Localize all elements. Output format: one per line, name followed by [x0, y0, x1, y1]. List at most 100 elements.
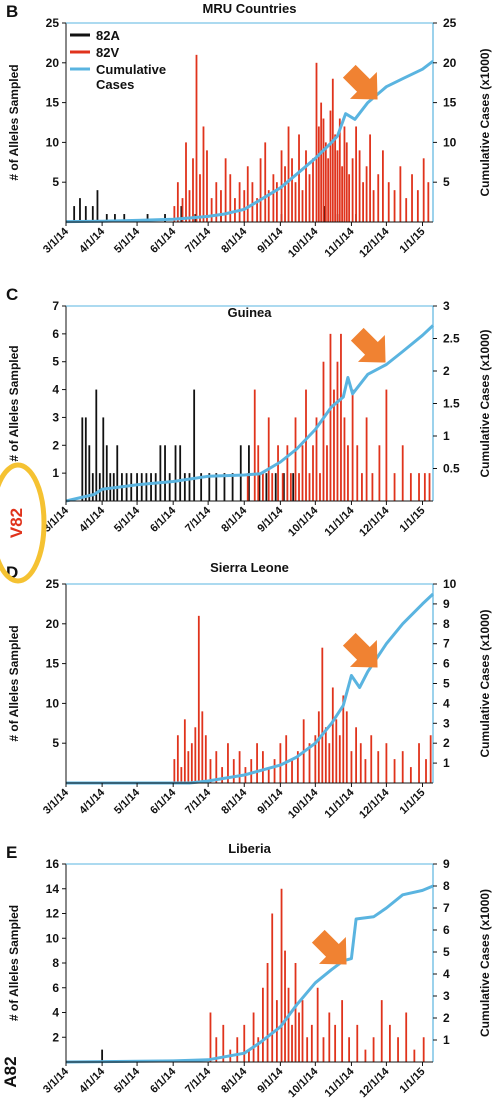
bar-82v: [348, 1037, 351, 1062]
bar-82v: [220, 190, 222, 222]
bar-82v: [221, 767, 224, 783]
bar-82v: [298, 134, 300, 222]
y2-tick-label: 8: [443, 617, 450, 631]
bar-82a: [179, 445, 182, 501]
y2-tick-label: 1: [443, 1033, 450, 1047]
bar-82v: [317, 126, 320, 222]
bar-82a: [282, 473, 285, 501]
bar-82v: [393, 473, 396, 501]
bar-82a: [164, 445, 166, 501]
y-tick-label: 2: [52, 1030, 59, 1044]
y-tick-label: 12: [46, 907, 60, 921]
bar-82a: [130, 473, 133, 501]
bar-82v: [380, 1000, 383, 1062]
bar-82a: [81, 417, 84, 501]
bar-82v: [257, 1037, 260, 1062]
bar-82v: [429, 735, 432, 783]
y-axis-title: # of Alleles Sampled: [7, 905, 21, 1021]
bar-82v: [316, 987, 319, 1062]
x-tick-label: 6/1/14: [148, 225, 179, 256]
bar-82v: [336, 150, 339, 222]
bar-82v: [261, 473, 264, 501]
arrow-marker: [350, 327, 386, 363]
bar-82v: [401, 445, 404, 501]
bar-82v: [287, 987, 290, 1062]
bar-82v: [308, 473, 311, 501]
bar-82v: [289, 473, 292, 501]
bar-82v: [209, 759, 212, 783]
x-tick-label: 1/1/15: [398, 1066, 428, 1096]
bar-82v: [405, 1012, 408, 1062]
bar-82v: [338, 118, 341, 222]
bar-82v: [343, 126, 346, 222]
bar-82v: [267, 417, 270, 501]
bar-82v: [334, 1024, 337, 1062]
bar-82v: [358, 150, 361, 222]
arrow-marker: [311, 929, 347, 965]
bar-82a: [323, 206, 326, 222]
bar-82v: [418, 743, 420, 783]
chart-title: MRU Countries: [203, 1, 297, 16]
bar-82a: [168, 473, 171, 501]
y2-tick-label: 9: [443, 857, 450, 871]
bar-82v: [232, 759, 235, 783]
bar-82v: [305, 150, 307, 222]
bar-82v: [319, 473, 321, 501]
bar-82v: [331, 78, 334, 222]
bar-82v: [267, 190, 270, 222]
y2-tick-label: 5: [443, 175, 450, 189]
bar-82v: [287, 126, 290, 222]
x-tick-label: 8/1/14: [219, 504, 250, 535]
bar-82a: [91, 206, 94, 222]
bar-82v: [250, 759, 253, 783]
bar-82v: [261, 751, 264, 783]
bar-82a: [159, 445, 162, 501]
bar-82a: [193, 389, 196, 501]
bar-82v: [256, 743, 258, 783]
chart-title: Guinea: [227, 305, 272, 320]
bar-82v: [385, 743, 388, 783]
bar-82v: [238, 751, 241, 783]
bar-82v: [409, 473, 412, 501]
y2-tick-label: 2: [443, 1011, 450, 1025]
y-tick-label: 14: [46, 882, 60, 896]
bar-82a: [239, 445, 242, 501]
chart-title: Liberia: [228, 841, 271, 856]
bar-82v: [365, 417, 368, 501]
bar-82v: [275, 182, 278, 222]
bar-82a: [123, 214, 126, 222]
x-tick-label: 7/1/14: [183, 225, 214, 256]
y2-tick-label: 10: [443, 577, 457, 591]
bar-82v: [388, 1024, 391, 1062]
v82-highlight-circle: [0, 462, 47, 584]
bar-82v: [405, 198, 408, 222]
bar-82a: [174, 445, 177, 501]
y-tick-label: 10: [46, 135, 60, 149]
y2-tick-label: 2: [443, 364, 450, 378]
bar-82v: [286, 445, 289, 501]
bar-82a: [101, 1049, 104, 1062]
bar-82v: [356, 1024, 359, 1062]
x-tick-label: 4/1/14: [77, 225, 108, 256]
bar-82v: [355, 126, 358, 222]
bar-82v: [416, 190, 419, 222]
bar-82v: [215, 1037, 218, 1062]
legend-label: 82A: [96, 28, 120, 43]
bar-82v: [324, 142, 327, 222]
y2-tick-label: 2: [443, 736, 450, 750]
bar-82a: [140, 473, 143, 501]
bar-82a: [136, 473, 138, 501]
bar-82v: [181, 198, 184, 222]
y-tick-label: 2: [52, 438, 59, 452]
bar-82v: [246, 166, 249, 222]
y2-tick-label: 7: [443, 901, 450, 915]
bar-82v: [280, 888, 283, 1062]
y-axis-title: # of Alleles Sampled: [7, 345, 21, 461]
bar-82v: [204, 735, 207, 783]
a82-side-label: A82: [1, 1056, 20, 1087]
x-tick-label: 12/1/14: [357, 225, 392, 260]
bar-82v: [335, 719, 338, 783]
x-tick-label: 9/1/14: [255, 225, 286, 256]
x-tick-label: 1/1/15: [398, 787, 428, 817]
